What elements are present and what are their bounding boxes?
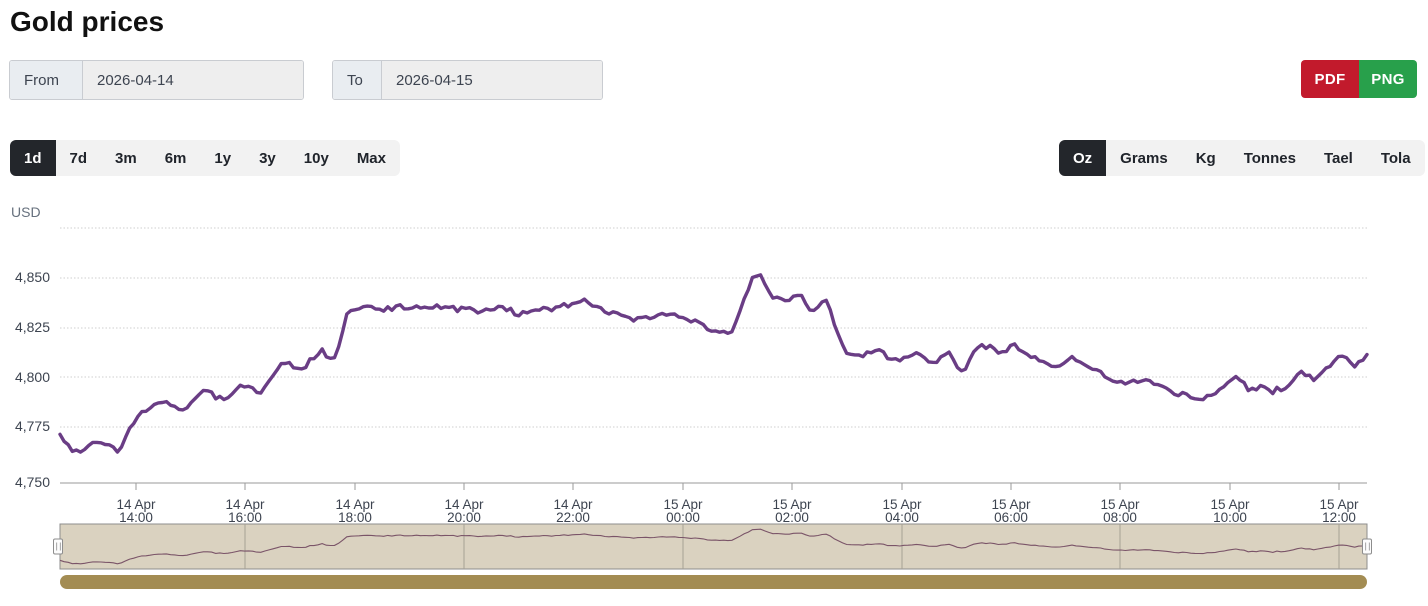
svg-text:4,850: 4,850 [15, 269, 50, 285]
svg-text:4,800: 4,800 [15, 369, 50, 385]
svg-text:4,750: 4,750 [15, 474, 50, 490]
svg-text:4,825: 4,825 [15, 319, 50, 335]
svg-text:USD: USD [11, 204, 41, 220]
svg-text:4,775: 4,775 [15, 418, 50, 434]
